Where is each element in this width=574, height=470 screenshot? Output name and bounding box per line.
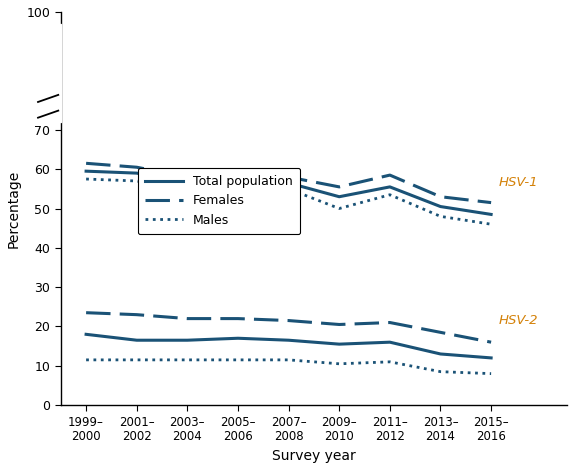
Legend: Total population, Females, Males: Total population, Females, Males	[138, 168, 300, 234]
X-axis label: Survey year: Survey year	[272, 449, 356, 463]
Text: HSV-2: HSV-2	[499, 314, 538, 327]
Bar	[30, 24, 61, 122]
Y-axis label: Percentage: Percentage	[7, 169, 21, 248]
Text: HSV-1: HSV-1	[499, 176, 538, 189]
